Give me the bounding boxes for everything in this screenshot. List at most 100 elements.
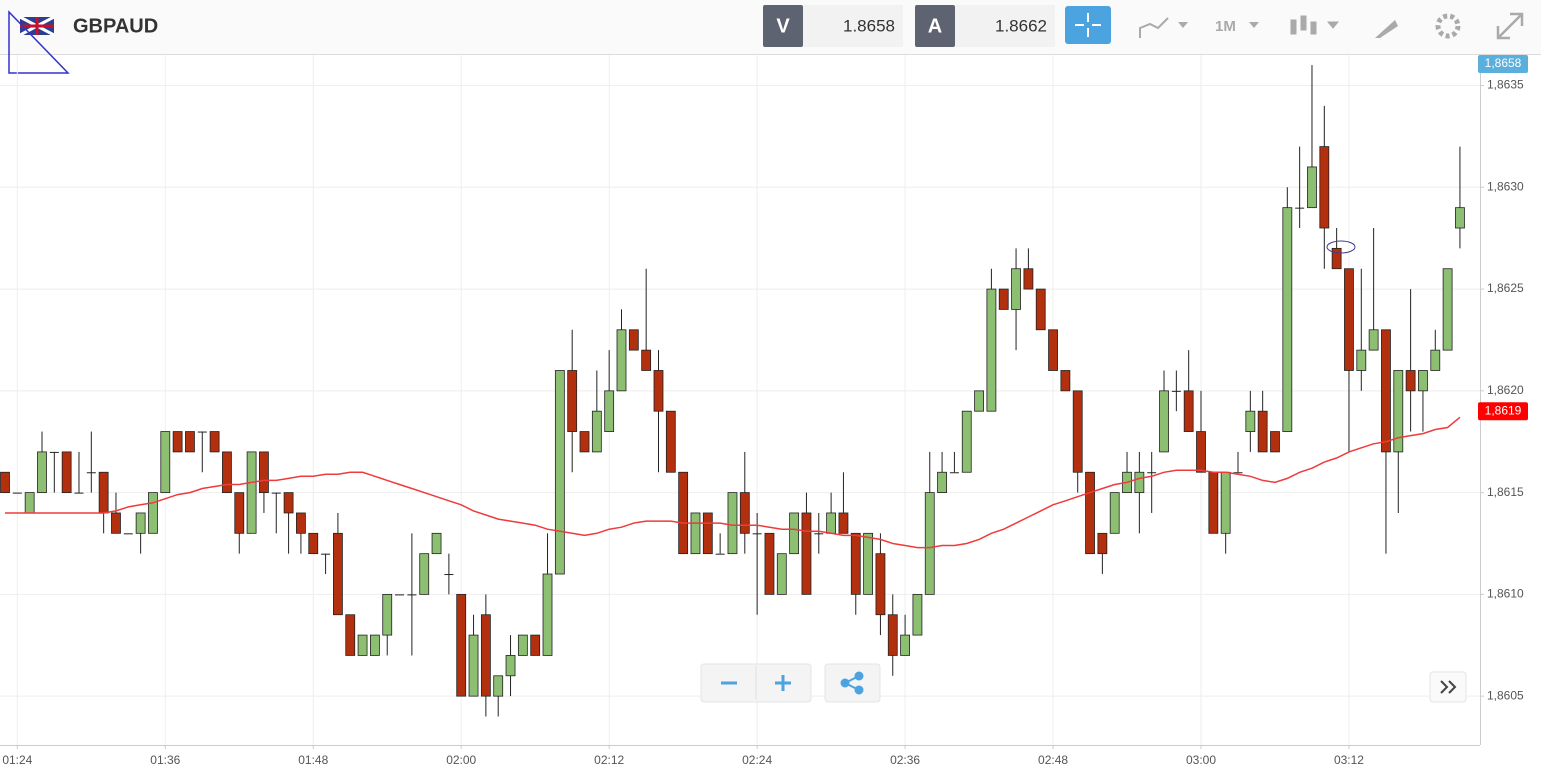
candle-body (1418, 370, 1428, 392)
x-tick-label: 03:12 (1334, 753, 1364, 767)
candle-body (456, 593, 467, 697)
chart-type-button[interactable] (1139, 17, 1188, 38)
candle-body (209, 431, 220, 453)
zoom-controls (700, 663, 1467, 703)
candle-body (49, 451, 59, 453)
bid-price: 1.8658 (843, 16, 895, 35)
candle-body (246, 451, 257, 534)
candle-body (296, 512, 306, 534)
candle-body (1257, 410, 1268, 453)
candle-body (752, 533, 762, 535)
candle-body (1171, 390, 1181, 392)
bid-box[interactable] (803, 5, 903, 47)
y-tick-label: 1,8605 (1487, 688, 1524, 702)
candle-body (986, 288, 997, 412)
candle-body (1072, 390, 1083, 473)
candle-body (1109, 492, 1120, 534)
x-tick-label: 03:00 (1186, 753, 1216, 767)
candle-body (1196, 431, 1206, 473)
x-tick-label: 02:00 (446, 753, 476, 767)
candle-body (1085, 471, 1095, 555)
drawing-button[interactable] (1375, 20, 1398, 38)
candle-body (1307, 166, 1317, 209)
candle-body (468, 634, 479, 697)
candle-body (1331, 247, 1342, 270)
candle-body (702, 512, 713, 555)
candle-body (197, 431, 207, 433)
candle-body (826, 512, 837, 534)
candle-body (431, 532, 442, 555)
candle-body (900, 634, 910, 656)
candle-body (739, 492, 750, 534)
candle-body (937, 471, 947, 494)
selection-marker (1326, 240, 1356, 254)
candle-body (530, 634, 541, 656)
bid-badge (763, 5, 803, 47)
bid-label: V (776, 15, 790, 37)
candle-body (395, 594, 405, 596)
candle-body (579, 431, 590, 453)
candle-body (111, 512, 121, 534)
candle-body (727, 492, 738, 555)
y-tick-label: 1,8615 (1487, 485, 1524, 499)
candle-body (567, 370, 578, 432)
y-tick-label: 1,8610 (1487, 587, 1524, 601)
candle-body (1048, 329, 1058, 371)
candle-body (382, 593, 393, 636)
candle-body (1344, 268, 1354, 371)
candle-body (665, 410, 676, 473)
ask-badge (915, 5, 955, 47)
y-tick-label: 1,8630 (1487, 179, 1524, 193)
price-tag (1478, 402, 1528, 421)
candle-style-button[interactable] (1290, 15, 1340, 35)
ask-price: 1.8662 (995, 16, 1047, 35)
candle-body (1159, 390, 1169, 453)
candle-body (789, 512, 800, 555)
zoom-in[interactable] (775, 675, 791, 691)
moving-average-line (5, 416, 1461, 549)
crosshair-button[interactable] (1065, 6, 1111, 44)
candle-body (1381, 329, 1391, 453)
x-tick-label: 01:36 (150, 753, 180, 767)
candle-body (1356, 349, 1367, 371)
timeframe[interactable]: 1M (1215, 18, 1236, 35)
candle-body (838, 512, 849, 534)
candle-body (185, 431, 195, 453)
candle-body (961, 410, 972, 473)
candle-body (259, 451, 269, 494)
candle-body (678, 471, 689, 555)
candle-body (764, 532, 775, 595)
candle-body (1295, 207, 1305, 209)
candle-body (321, 553, 331, 555)
candle-body (1455, 207, 1465, 229)
share-button[interactable] (840, 671, 864, 695)
candle-body (222, 451, 232, 494)
x-tick-label: 02:24 (742, 753, 772, 767)
ask-box[interactable] (955, 5, 1055, 47)
candle-body (333, 532, 343, 616)
candle-body (345, 614, 356, 656)
flag-icon (8, 10, 70, 74)
candle-body (74, 492, 84, 494)
settings-button[interactable] (1435, 13, 1461, 39)
timeframe-caret (1249, 22, 1259, 28)
candle-body (628, 329, 639, 351)
candle-body (444, 574, 454, 576)
candle-body (98, 471, 109, 514)
candle-body (912, 593, 923, 636)
candle-body (505, 655, 516, 677)
candle-body (1405, 370, 1416, 392)
candle-body (1430, 349, 1441, 371)
fullscreen-button[interactable] (1496, 12, 1524, 40)
candle-body (1035, 288, 1046, 331)
candle-body (123, 533, 133, 535)
candle-body (1208, 471, 1219, 534)
candle-body (1011, 268, 1021, 310)
candle-body (160, 431, 171, 494)
candle-body (172, 431, 183, 453)
candle-body (554, 370, 565, 575)
candle-body (1023, 268, 1034, 290)
candle-body (135, 512, 146, 534)
candle-body (875, 553, 886, 616)
